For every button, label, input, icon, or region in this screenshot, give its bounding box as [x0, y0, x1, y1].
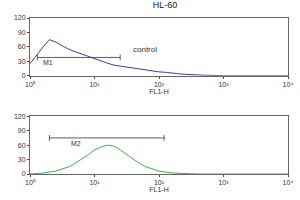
svg-text:10²: 10²: [154, 81, 165, 88]
svg-text:60: 60: [18, 142, 26, 149]
svg-text:M1: M1: [43, 59, 53, 66]
svg-text:control: control: [133, 45, 157, 54]
svg-text:10³: 10³: [218, 81, 229, 88]
svg-text:30: 30: [18, 156, 26, 163]
svg-text:FL1-H: FL1-H: [149, 88, 168, 95]
svg-text:120: 120: [14, 14, 26, 21]
svg-text:0: 0: [22, 170, 26, 177]
svg-text:10⁰: 10⁰: [25, 81, 36, 88]
svg-text:10¹: 10¹: [89, 179, 100, 186]
svg-text:120: 120: [14, 113, 26, 120]
svg-text:0: 0: [22, 72, 26, 79]
svg-text:60: 60: [18, 43, 26, 50]
svg-text:FL1-H: FL1-H: [149, 186, 168, 193]
svg-text:10⁴: 10⁴: [283, 179, 294, 186]
svg-text:HL-60: HL-60: [153, 0, 178, 10]
svg-text:30: 30: [18, 58, 26, 65]
svg-text:10²: 10²: [154, 179, 165, 186]
svg-text:10¹: 10¹: [89, 81, 100, 88]
svg-text:10³: 10³: [218, 179, 229, 186]
svg-text:M2: M2: [71, 140, 81, 147]
svg-text:90: 90: [18, 127, 26, 134]
svg-text:10⁰: 10⁰: [25, 179, 36, 186]
svg-text:90: 90: [18, 29, 26, 36]
svg-text:10⁴: 10⁴: [283, 81, 294, 88]
